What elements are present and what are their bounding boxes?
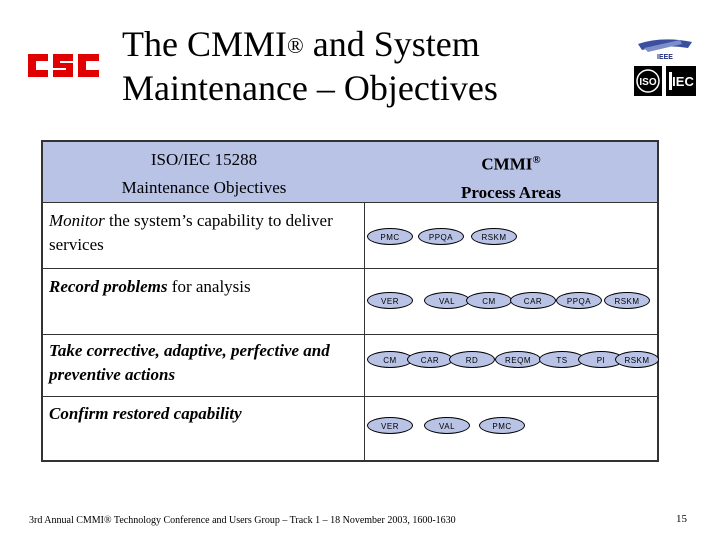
process-area-rskm: RSKM xyxy=(471,228,517,245)
process-area-rskm: RSKM xyxy=(615,351,659,368)
objective-confirm-capability: Confirm restored capability xyxy=(49,404,242,423)
svg-text:ISO: ISO xyxy=(639,77,656,88)
process-area-ver: VER xyxy=(367,417,413,434)
standards-logos: IEEE ISO IEC xyxy=(632,34,698,100)
process-area-rd: RD xyxy=(449,351,495,368)
row-divider xyxy=(43,396,657,397)
table-header: ISO/IEC 15288 Maintenance Objectives CMM… xyxy=(43,142,657,203)
process-area-car: CAR xyxy=(407,351,453,368)
slide-title: The CMMI® and System Maintenance – Objec… xyxy=(122,22,602,110)
process-area-cm: CM xyxy=(367,351,413,368)
header-iso-iec: ISO/IEC 15288 Maintenance Objectives xyxy=(121,150,287,197)
process-area-cm: CM xyxy=(466,292,512,309)
objective-record-problems: Record problems for analysis xyxy=(49,277,251,296)
csc-logo xyxy=(26,46,102,84)
title-line-1: The CMMI® and System xyxy=(122,24,480,64)
iso-logo-icon: ISO xyxy=(634,66,662,96)
row-divider xyxy=(43,334,657,335)
iec-logo-icon: IEC xyxy=(666,66,696,96)
objectives-table: ISO/IEC 15288 Maintenance Objectives CMM… xyxy=(41,140,659,462)
page-number: 15 xyxy=(676,513,687,525)
process-area-ver: VER xyxy=(367,292,413,309)
header-cmmi: CMMI® Process Areas xyxy=(461,154,561,202)
process-area-ppqa: PPQA xyxy=(556,292,602,309)
column-divider xyxy=(364,202,365,462)
row-divider xyxy=(43,268,657,269)
process-area-car: CAR xyxy=(510,292,556,309)
svg-text:IEC: IEC xyxy=(672,74,694,89)
footer-text: 3rd Annual CMMI® Technology Conference a… xyxy=(29,515,456,526)
process-area-rskm: RSKM xyxy=(604,292,650,309)
process-area-ppqa: PPQA xyxy=(418,228,464,245)
ieee-logo-icon: IEEE xyxy=(638,39,692,61)
process-area-ts: TS xyxy=(539,351,585,368)
objective-take-actions: Take corrective, adaptive, perfective an… xyxy=(49,341,330,384)
process-area-val: VAL xyxy=(424,417,470,434)
process-area-val: VAL xyxy=(424,292,470,309)
title-line-2: Maintenance – Objectives xyxy=(122,68,498,108)
process-area-reqm: REQM xyxy=(495,351,541,368)
process-area-pmc: PMC xyxy=(479,417,525,434)
objective-monitor: Monitor the system’s capability to deliv… xyxy=(49,211,333,254)
svg-text:IEEE: IEEE xyxy=(657,54,673,61)
process-area-pmc: PMC xyxy=(367,228,413,245)
